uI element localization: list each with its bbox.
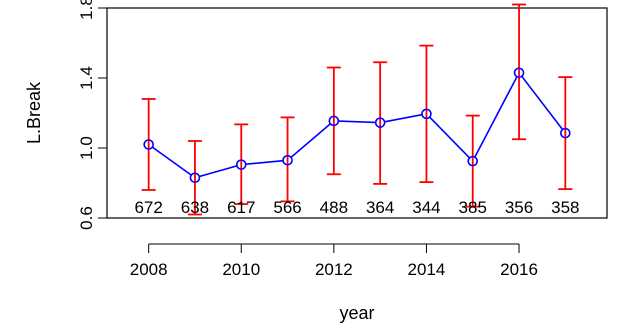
count-label: 566	[273, 198, 301, 217]
data-point	[421, 108, 432, 120]
data-point	[189, 172, 201, 184]
series-line-group	[143, 67, 571, 184]
count-annotations: 672 638 617 566 488 364 344 385 356 358	[134, 198, 579, 217]
data-point	[143, 139, 154, 150]
count-label: 488	[320, 198, 348, 217]
y-tick-label: 1.0	[77, 136, 96, 160]
data-point	[560, 127, 571, 139]
series-segment	[521, 75, 564, 131]
data-point	[328, 115, 340, 127]
data-point	[467, 155, 479, 167]
data-point	[282, 154, 293, 166]
plot-area-frame	[106, 7, 608, 219]
x-axis-label: year	[339, 303, 374, 323]
y-tick-label: 0.6	[77, 206, 96, 230]
x-tick-label: 2016	[500, 260, 538, 279]
series-segment	[199, 165, 238, 178]
series-segment	[290, 123, 331, 158]
x-tick-label: 2014	[408, 260, 446, 279]
y-tick-label: 1.4	[77, 66, 96, 90]
x-tick-label: 2010	[222, 260, 260, 279]
x-tick-label: 2012	[315, 260, 353, 279]
data-point	[513, 67, 525, 79]
count-label: 385	[459, 198, 487, 217]
y-axis: 0.6 1.0 1.4 1.8	[77, 0, 107, 230]
series-segment	[338, 120, 376, 124]
series-segment	[384, 113, 423, 123]
count-label: 638	[181, 198, 209, 217]
x-axis: 2008 2010 2012 2014 2016	[130, 243, 538, 279]
count-label: 672	[134, 198, 162, 217]
count-label: 356	[505, 198, 533, 217]
series-segment	[151, 146, 192, 176]
error-bars	[141, 3, 573, 216]
count-label: 344	[412, 198, 440, 217]
y-tick-label: 1.8	[77, 0, 96, 20]
series-segment	[429, 116, 471, 159]
count-label: 617	[227, 198, 255, 217]
series-segment	[474, 76, 518, 158]
data-point	[235, 159, 247, 170]
count-label: 358	[551, 198, 579, 217]
y-axis-label: L.Break	[24, 81, 44, 144]
x-tick-label: 2008	[130, 260, 168, 279]
series-segment	[245, 159, 284, 165]
count-label: 364	[366, 198, 394, 217]
data-point	[374, 117, 386, 128]
